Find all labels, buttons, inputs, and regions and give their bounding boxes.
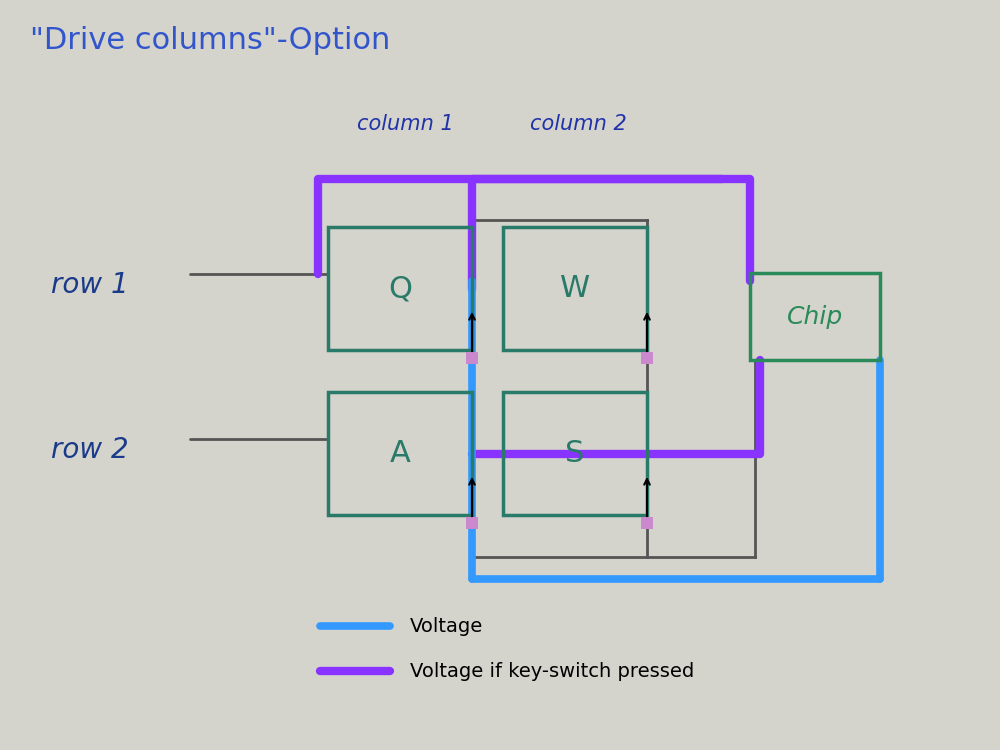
- Text: "Drive columns"-Option: "Drive columns"-Option: [30, 26, 390, 56]
- Bar: [328, 392, 472, 515]
- Bar: [328, 227, 472, 350]
- Text: row 2: row 2: [51, 436, 129, 464]
- Text: A: A: [390, 440, 410, 468]
- Bar: [750, 274, 880, 360]
- Text: Chip: Chip: [787, 304, 843, 328]
- Text: Voltage: Voltage: [410, 616, 483, 636]
- Text: S: S: [565, 440, 585, 468]
- Bar: [503, 392, 647, 515]
- Text: row 1: row 1: [51, 271, 129, 299]
- Text: column 2: column 2: [530, 114, 626, 134]
- Text: Q: Q: [388, 274, 412, 303]
- Bar: [503, 227, 647, 350]
- Text: Voltage if key-switch pressed: Voltage if key-switch pressed: [410, 662, 694, 681]
- Text: W: W: [560, 274, 590, 303]
- Text: column 1: column 1: [357, 114, 453, 134]
